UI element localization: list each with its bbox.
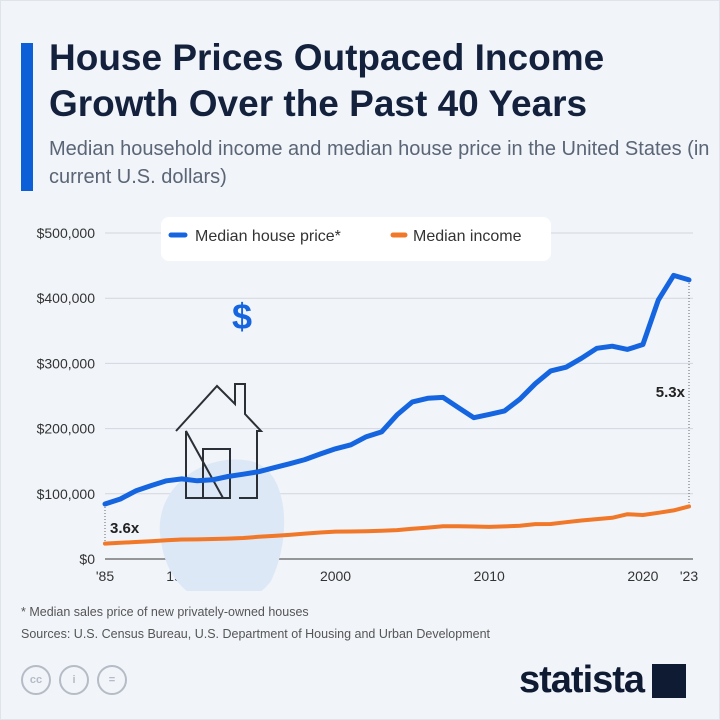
nd-icon[interactable]: = <box>97 665 127 695</box>
accent-bar <box>21 43 33 191</box>
sources-text: Sources: U.S. Census Bureau, U.S. Depart… <box>21 627 490 641</box>
dollar-icon: $ <box>232 296 252 337</box>
line-chart: $0 $100,000 $200,000 $300,000 $400,000 $500,0… <box>37 217 698 591</box>
statista-logo[interactable]: statista <box>519 659 687 702</box>
legend-label-house: Median house price* <box>195 228 341 245</box>
statista-mark-icon <box>652 663 687 698</box>
x-tick-label: '85 <box>96 568 114 584</box>
by-icon[interactable]: i <box>59 665 89 695</box>
footnote-text: * Median sales price of new privately-ow… <box>21 605 309 619</box>
y-tick-label: $100,000 <box>37 486 96 502</box>
x-tick-label: '23 <box>680 568 698 584</box>
legend: Median house price* Median income <box>161 217 551 261</box>
legend-label-income: Median income <box>413 228 522 245</box>
x-tick-label: 2010 <box>474 568 505 584</box>
y-tick-label: $0 <box>79 551 95 567</box>
cc-icon[interactable]: cc <box>21 665 51 695</box>
y-tick-label: $300,000 <box>37 355 96 371</box>
y-tick-label: $500,000 <box>37 225 96 241</box>
annotation-label: 3.6x <box>110 520 140 537</box>
y-tick-label: $200,000 <box>37 421 96 437</box>
y-tick-label: $400,000 <box>37 290 96 306</box>
annotation-label: 5.3x <box>656 384 686 401</box>
chart-title: House Prices Outpaced Income Growth Over… <box>49 37 605 124</box>
x-tick-label: 2000 <box>320 568 351 584</box>
house-illustration: $ <box>159 296 285 591</box>
license-icons: cc i = <box>21 665 127 695</box>
x-tick-label: 2020 <box>627 568 658 584</box>
series-line-house-price <box>102 272 692 507</box>
chart-subtitle: Median household income and median house… <box>49 138 710 188</box>
footnote: * Median sales price of new privately-ow… <box>21 601 490 645</box>
